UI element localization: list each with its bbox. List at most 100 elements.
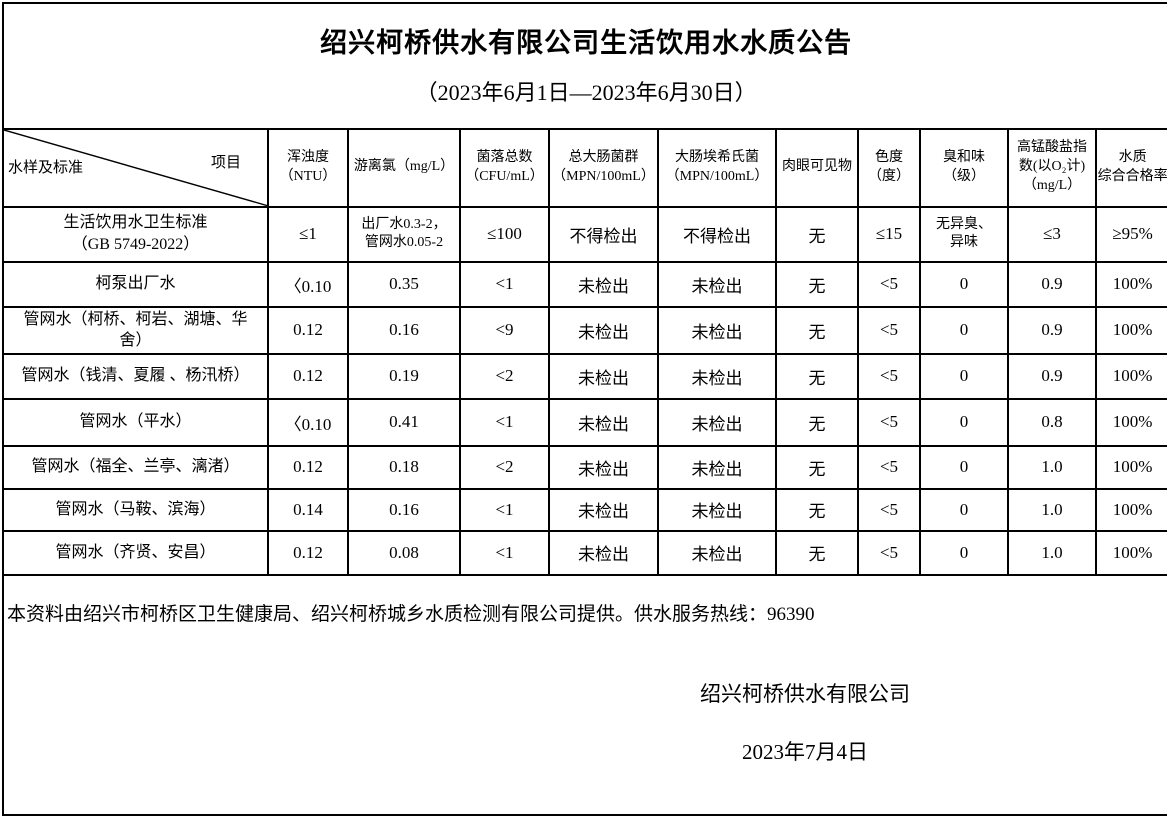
row-label: 管网水（福全、兰亭、漓渚） <box>2 444 269 490</box>
data-cell: <5 <box>857 444 921 490</box>
table-row: 管网水（钱清、夏履 、杨汛桥） 0.12 0.19 <2 未检出 未检出 无 <… <box>2 352 1167 400</box>
page-subtitle: （2023年6月1日—2023年6月30日） <box>415 80 757 105</box>
data-cell: 未检出 <box>657 305 777 355</box>
data-cell: <5 <box>857 305 921 355</box>
data-cell: 未检出 <box>657 352 777 400</box>
data-cell: <1 <box>459 397 550 447</box>
data-cell: 无 <box>775 305 859 355</box>
data-cell: 不得检出 <box>657 205 777 263</box>
table-row: 生活饮用水卫生标准 （GB 5749-2022） ≤1 出厂水0.3-2， 管网… <box>2 205 1167 263</box>
column-header-ecoli: 大肠埃希氏菌 （MPN/100mL） <box>657 128 777 208</box>
row-label: 管网水（齐贤、安昌） <box>2 529 269 576</box>
table-row: 管网水（福全、兰亭、漓渚） 0.12 0.18 <2 未检出 未检出 无 <5 … <box>2 444 1167 490</box>
row-label: 柯泵出厂水 <box>2 260 269 308</box>
data-cell: 无 <box>775 260 859 308</box>
signature-company: 绍兴柯桥供水有限公司 <box>700 682 910 707</box>
data-cell: 0.41 <box>347 397 461 447</box>
data-cell: 未检出 <box>548 397 659 447</box>
corner-diagonal-line <box>4 130 267 206</box>
data-cell: 无 <box>775 444 859 490</box>
data-cell: 无异臭、 异味 <box>919 205 1009 263</box>
data-cell: 0 <box>919 352 1009 400</box>
data-cell: 0 <box>919 305 1009 355</box>
data-cell: 无 <box>775 352 859 400</box>
data-cell: <5 <box>857 529 921 576</box>
data-cell: 无 <box>775 205 859 263</box>
data-cell: 0.14 <box>267 487 349 532</box>
data-cell: ≥95% <box>1094 205 1167 263</box>
row-label: 管网水（钱清、夏履 、杨汛桥） <box>2 352 269 400</box>
data-cell: 0 <box>919 529 1009 576</box>
data-cell: 100% <box>1094 444 1167 490</box>
table-row: 管网水（平水） 〈0.10 0.41 <1 未检出 未检出 无 <5 0 0.8… <box>2 397 1167 447</box>
data-cell: 不得检出 <box>548 205 659 263</box>
row-label: 生活饮用水卫生标准 （GB 5749-2022） <box>2 205 269 263</box>
corner-cell: 水样及标准 项目 <box>2 128 269 208</box>
data-cell: 未检出 <box>657 444 777 490</box>
table-row: 管网水（柯桥、柯岩、湖塘、华 舍） 0.12 0.16 <9 未检出 未检出 无… <box>2 305 1167 355</box>
data-cell: <1 <box>459 260 550 308</box>
signature-block: 绍兴柯桥供水有限公司 2023年7月4日 <box>595 651 1015 796</box>
column-header-pass-rate: 水质 综合合格率 <box>1094 128 1167 208</box>
footer-row: 本资料由绍兴市柯桥区卫生健康局、绍兴柯桥城乡水质检测有限公司提供。供水服务热线：… <box>1 573 1167 816</box>
column-header-total-coliform: 总大肠菌群 （MPN/100mL） <box>548 128 659 208</box>
data-cell: 未检出 <box>548 305 659 355</box>
data-cell: 未检出 <box>657 487 777 532</box>
data-cell: 未检出 <box>548 444 659 490</box>
data-cell: <2 <box>459 352 550 400</box>
column-header-free-chlorine: 游离氯（mg/L） <box>347 128 461 208</box>
table-row: 管网水（马鞍、滨海） 0.14 0.16 <1 未检出 未检出 无 <5 0 1… <box>2 487 1167 532</box>
data-cell: 0.16 <box>347 305 461 355</box>
data-cell: 0.9 <box>1007 305 1097 355</box>
data-cell: 〈0.10 <box>267 397 349 447</box>
data-cell: 0.35 <box>347 260 461 308</box>
data-cell: 0.12 <box>267 444 349 490</box>
data-cell: 0.12 <box>267 352 349 400</box>
item-label: 项目 <box>210 155 241 172</box>
header-row: 水样及标准 项目 浑浊度 （NTU） 游离氯（mg/L） 菌落总数 （CFU/m… <box>2 128 1167 208</box>
column-header-color: 色度 （度） <box>857 128 921 208</box>
data-cell: 0.9 <box>1007 260 1097 308</box>
data-cell: 1.0 <box>1007 444 1097 490</box>
data-cell: 未检出 <box>548 352 659 400</box>
data-cell: ≤15 <box>857 205 921 263</box>
data-cell: 1.0 <box>1007 487 1097 532</box>
data-cell: 0 <box>919 487 1009 532</box>
data-cell: 0 <box>919 397 1009 447</box>
data-cell: <5 <box>857 352 921 400</box>
title-row: 绍兴柯桥供水有限公司生活饮用水水质公告 （2023年6月1日—2023年6月30… <box>1 2 1167 130</box>
data-cell: 0.8 <box>1007 397 1097 447</box>
data-cell: <2 <box>459 444 550 490</box>
data-cell: 100% <box>1094 487 1167 532</box>
row-label: 管网水（马鞍、滨海） <box>2 487 269 532</box>
data-cell: 未检出 <box>657 397 777 447</box>
data-cell: 0.08 <box>347 529 461 576</box>
data-cell: <9 <box>459 305 550 355</box>
data-cell: 100% <box>1094 352 1167 400</box>
data-cell: 0.12 <box>267 305 349 355</box>
data-cell: 0.19 <box>347 352 461 400</box>
data-cell: 未检出 <box>548 487 659 532</box>
data-cell: 100% <box>1094 260 1167 308</box>
data-cell: <5 <box>857 397 921 447</box>
data-cell: 100% <box>1094 397 1167 447</box>
page-title: 绍兴柯桥供水有限公司生活饮用水水质公告 <box>320 28 853 58</box>
data-cell: 〈0.10 <box>267 260 349 308</box>
data-cell: 无 <box>775 529 859 576</box>
table-row: 柯泵出厂水 〈0.10 0.35 <1 未检出 未检出 无 <5 0 0.9 1… <box>2 260 1167 308</box>
data-cell: <5 <box>857 260 921 308</box>
sample-standard-label: 水样及标准 <box>8 159 84 176</box>
data-cell: 出厂水0.3-2， 管网水0.05-2 <box>347 205 461 263</box>
data-cell: 1.0 <box>1007 529 1097 576</box>
data-cell: 0 <box>919 260 1009 308</box>
data-cell: <1 <box>459 529 550 576</box>
column-header-odor: 臭和味 （级） <box>919 128 1009 208</box>
data-cell: 无 <box>775 397 859 447</box>
data-cell: 未检出 <box>548 260 659 308</box>
data-cell: 0.16 <box>347 487 461 532</box>
data-cell: 未检出 <box>548 529 659 576</box>
footer-note: 本资料由绍兴市柯桥区卫生健康局、绍兴柯桥城乡水质检测有限公司提供。供水服务热线：… <box>7 603 815 625</box>
data-cell: 0.18 <box>347 444 461 490</box>
table-row: 管网水（齐贤、安昌） 0.12 0.08 <1 未检出 未检出 无 <5 0 1… <box>2 529 1167 576</box>
